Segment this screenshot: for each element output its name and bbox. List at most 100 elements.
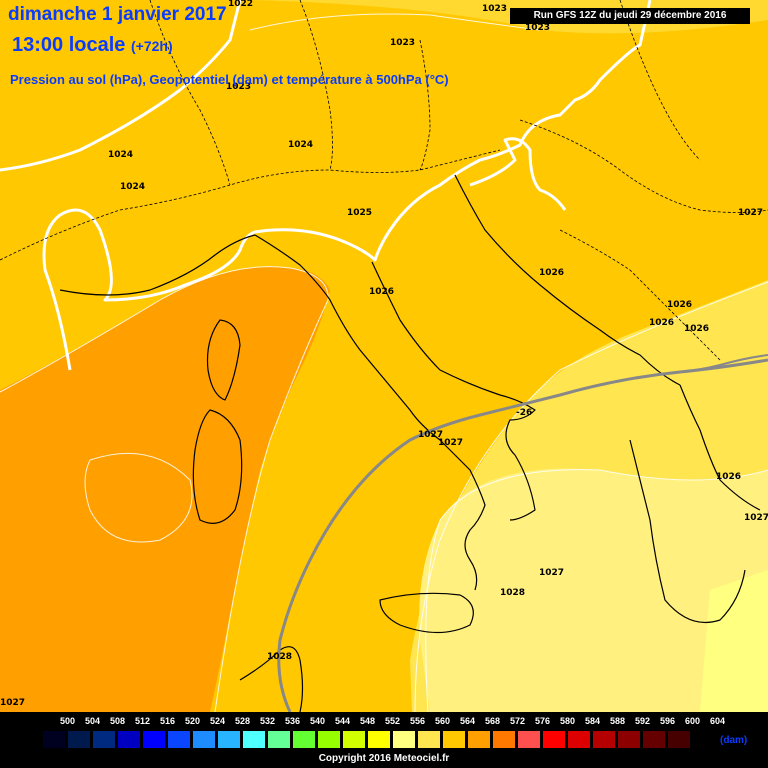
legend-label: 596 bbox=[660, 716, 676, 726]
legend-swatch bbox=[217, 730, 241, 749]
legend-swatch bbox=[342, 730, 366, 749]
legend-swatch bbox=[567, 730, 591, 749]
border-3 bbox=[299, 0, 333, 171]
border-1 bbox=[0, 149, 501, 261]
legend-label: 600 bbox=[685, 716, 701, 726]
legend-label: 560 bbox=[435, 716, 451, 726]
legend-swatch bbox=[192, 730, 216, 749]
coast-greece bbox=[629, 439, 746, 624]
pressure-label: 1023 bbox=[226, 82, 252, 92]
legend-swatch bbox=[67, 730, 91, 749]
legend-swatch bbox=[392, 730, 416, 749]
legend-label: 552 bbox=[385, 716, 401, 726]
isotherm-line-branch bbox=[679, 354, 768, 373]
pressure-label: 1027 bbox=[418, 430, 444, 440]
pressure-label: 1027 bbox=[0, 698, 26, 708]
legend-swatch bbox=[667, 730, 691, 749]
pressure-label: 1026 bbox=[649, 318, 675, 328]
legend-label: 520 bbox=[185, 716, 201, 726]
coast-france-south bbox=[59, 234, 256, 296]
legend-swatch bbox=[317, 730, 341, 749]
legend-swatch bbox=[242, 730, 266, 749]
pressure-label: 1026 bbox=[369, 287, 395, 297]
border-6 bbox=[559, 229, 721, 361]
coast-corsica bbox=[206, 319, 241, 401]
pressure-label: 1027 bbox=[738, 208, 764, 218]
legend-swatch bbox=[467, 730, 491, 749]
legend-label: 592 bbox=[635, 716, 651, 726]
legend-swatch bbox=[92, 730, 116, 749]
pressure-label: 1024 bbox=[288, 140, 314, 150]
legend-label: 604 bbox=[710, 716, 726, 726]
border-5 bbox=[519, 119, 768, 213]
coast-balkans bbox=[679, 384, 761, 511]
pressure-label: 1023 bbox=[482, 4, 508, 14]
pressure-label: 1024 bbox=[120, 182, 146, 192]
legend-label: 564 bbox=[460, 716, 476, 726]
legend-label: 556 bbox=[410, 716, 426, 726]
legend-swatch bbox=[517, 730, 541, 749]
time-text: 13:00 locale bbox=[12, 34, 126, 56]
coast-sardinia bbox=[192, 409, 243, 524]
pressure-label: 1023 bbox=[390, 38, 416, 48]
time-title: 13:00 locale (+72h) bbox=[12, 34, 173, 57]
legend-swatch bbox=[542, 730, 566, 749]
legend-label: 576 bbox=[535, 716, 551, 726]
coast-italy-west bbox=[254, 234, 486, 591]
legend-swatch bbox=[642, 730, 666, 749]
legend-label: 568 bbox=[485, 716, 501, 726]
legend-label: 572 bbox=[510, 716, 526, 726]
pressure-label: 1026 bbox=[684, 324, 710, 334]
legend-swatch bbox=[292, 730, 316, 749]
coast-adriatic-east bbox=[454, 174, 681, 386]
legend-label: 508 bbox=[110, 716, 126, 726]
legend-swatch bbox=[267, 730, 291, 749]
border-2 bbox=[149, 0, 231, 186]
copyright: Copyright 2016 Meteociel.fr bbox=[318, 753, 450, 764]
run-info-badge: Run GFS 12Z du jeudi 29 décembre 2016 bbox=[510, 8, 750, 24]
isotherm-line bbox=[277, 358, 768, 713]
pressure-label: 1026 bbox=[716, 472, 742, 482]
pressure-label: 1026 bbox=[539, 268, 565, 278]
legend-label: 584 bbox=[585, 716, 601, 726]
pressure-label: 1027 bbox=[539, 568, 565, 578]
legend-swatch bbox=[117, 730, 141, 749]
legend-label: 580 bbox=[560, 716, 576, 726]
pressure-label: 1027 bbox=[438, 438, 464, 448]
isotherm-label: -26 bbox=[516, 408, 533, 418]
pressure-label: 1028 bbox=[500, 588, 526, 598]
coast-tunisia bbox=[239, 646, 304, 713]
pressure-label: 1023 bbox=[525, 23, 551, 33]
pressure-label: 1028 bbox=[267, 652, 293, 662]
legend-label: 588 bbox=[610, 716, 626, 726]
legend-swatch bbox=[492, 730, 516, 749]
geopotential-line-3 bbox=[425, 469, 768, 713]
map-description: Pression au sol (hPa), Geopotentiel (dam… bbox=[10, 72, 449, 87]
border-4 bbox=[419, 39, 431, 171]
legend-swatch bbox=[442, 730, 466, 749]
legend-swatch bbox=[617, 730, 641, 749]
geopotential-line-5 bbox=[249, 13, 541, 31]
legend-swatch bbox=[167, 730, 191, 749]
geopotential-line-1 bbox=[0, 266, 329, 713]
band-564 bbox=[0, 266, 330, 712]
legend-label: 516 bbox=[160, 716, 176, 726]
lead-time: (+72h) bbox=[130, 38, 173, 54]
legend-label: 544 bbox=[335, 716, 351, 726]
legend-label: 524 bbox=[210, 716, 226, 726]
band-548 bbox=[700, 570, 768, 712]
legend-label: 532 bbox=[260, 716, 276, 726]
pressure-label: 1022 bbox=[228, 0, 254, 9]
coast-italy-east bbox=[371, 261, 536, 521]
border-7 bbox=[619, 0, 701, 161]
pressure-label: 1024 bbox=[108, 150, 134, 160]
coast-sicily bbox=[379, 592, 474, 634]
isobar-1024 bbox=[42, 0, 652, 371]
legend-swatch bbox=[42, 730, 66, 749]
pressure-label: 1025 bbox=[347, 208, 373, 218]
legend-label: 536 bbox=[285, 716, 301, 726]
legend-swatch bbox=[142, 730, 166, 749]
legend-swatch bbox=[367, 730, 391, 749]
legend-label: 540 bbox=[310, 716, 326, 726]
pressure-label: 1027 bbox=[744, 513, 768, 523]
